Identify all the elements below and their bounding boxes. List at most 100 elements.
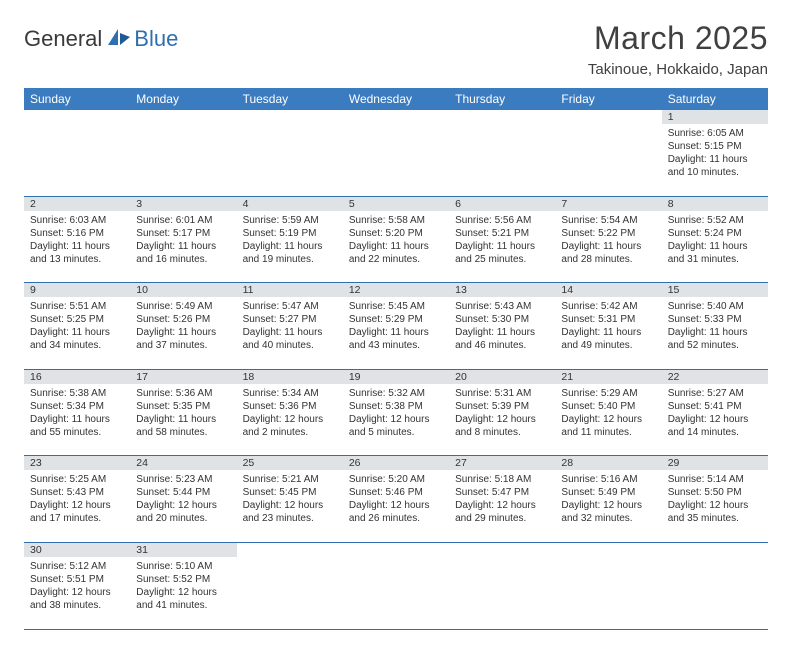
daylight-text: Daylight: 11 hours and 25 minutes.	[455, 240, 549, 266]
daylight-text: Daylight: 11 hours and 22 minutes.	[349, 240, 443, 266]
day-number-cell: 15	[662, 283, 768, 298]
weekday-header: Monday	[130, 88, 236, 110]
sunrise-text: Sunrise: 5:49 AM	[136, 300, 230, 313]
sunset-text: Sunset: 5:19 PM	[243, 227, 337, 240]
day-number-cell: 2	[24, 196, 130, 211]
day-number-cell	[237, 110, 343, 124]
day-data-cell: Sunrise: 5:54 AMSunset: 5:22 PMDaylight:…	[555, 211, 661, 283]
sunset-text: Sunset: 5:30 PM	[455, 313, 549, 326]
sunrise-text: Sunrise: 6:03 AM	[30, 214, 124, 227]
sunrise-text: Sunrise: 5:31 AM	[455, 387, 549, 400]
day-number-cell: 26	[343, 456, 449, 471]
day-data-cell	[449, 124, 555, 196]
sunset-text: Sunset: 5:40 PM	[561, 400, 655, 413]
daylight-text: Daylight: 11 hours and 19 minutes.	[243, 240, 337, 266]
sunrise-text: Sunrise: 5:54 AM	[561, 214, 655, 227]
day-data-row: Sunrise: 5:25 AMSunset: 5:43 PMDaylight:…	[24, 470, 768, 542]
day-data-cell: Sunrise: 5:36 AMSunset: 5:35 PMDaylight:…	[130, 384, 236, 456]
day-data-cell: Sunrise: 5:59 AMSunset: 5:19 PMDaylight:…	[237, 211, 343, 283]
weekday-header: Sunday	[24, 88, 130, 110]
sunrise-text: Sunrise: 5:47 AM	[243, 300, 337, 313]
day-number-cell: 30	[24, 542, 130, 557]
daylight-text: Daylight: 12 hours and 5 minutes.	[349, 413, 443, 439]
sunset-text: Sunset: 5:45 PM	[243, 486, 337, 499]
day-data-cell: Sunrise: 5:20 AMSunset: 5:46 PMDaylight:…	[343, 470, 449, 542]
sunrise-text: Sunrise: 5:52 AM	[668, 214, 762, 227]
daylight-text: Daylight: 12 hours and 32 minutes.	[561, 499, 655, 525]
sunset-text: Sunset: 5:33 PM	[668, 313, 762, 326]
day-number-cell: 23	[24, 456, 130, 471]
sunset-text: Sunset: 5:43 PM	[30, 486, 124, 499]
day-number-cell: 14	[555, 283, 661, 298]
daylight-text: Daylight: 11 hours and 16 minutes.	[136, 240, 230, 266]
day-data-cell: Sunrise: 5:16 AMSunset: 5:49 PMDaylight:…	[555, 470, 661, 542]
day-number-cell: 1	[662, 110, 768, 124]
sunrise-text: Sunrise: 5:16 AM	[561, 473, 655, 486]
month-title: March 2025	[588, 20, 768, 57]
day-number-cell	[662, 542, 768, 557]
sunrise-text: Sunrise: 5:58 AM	[349, 214, 443, 227]
day-number-cell: 31	[130, 542, 236, 557]
sunrise-text: Sunrise: 5:14 AM	[668, 473, 762, 486]
daylight-text: Daylight: 12 hours and 14 minutes.	[668, 413, 762, 439]
day-data-cell: Sunrise: 5:25 AMSunset: 5:43 PMDaylight:…	[24, 470, 130, 542]
sunset-text: Sunset: 5:44 PM	[136, 486, 230, 499]
sunset-text: Sunset: 5:41 PM	[668, 400, 762, 413]
daylight-text: Daylight: 12 hours and 23 minutes.	[243, 499, 337, 525]
sunrise-text: Sunrise: 5:40 AM	[668, 300, 762, 313]
sunrise-text: Sunrise: 5:51 AM	[30, 300, 124, 313]
weekday-header: Wednesday	[343, 88, 449, 110]
daylight-text: Daylight: 12 hours and 38 minutes.	[30, 586, 124, 612]
sunset-text: Sunset: 5:21 PM	[455, 227, 549, 240]
logo: General Blue	[24, 26, 178, 52]
day-number-cell	[24, 110, 130, 124]
day-number-cell	[555, 542, 661, 557]
sunset-text: Sunset: 5:35 PM	[136, 400, 230, 413]
day-number-cell: 10	[130, 283, 236, 298]
day-number-row: 9101112131415	[24, 283, 768, 298]
day-number-cell	[343, 542, 449, 557]
weekday-header-row: Sunday Monday Tuesday Wednesday Thursday…	[24, 88, 768, 110]
day-number-row: 16171819202122	[24, 369, 768, 384]
day-number-cell: 29	[662, 456, 768, 471]
day-data-cell: Sunrise: 5:21 AMSunset: 5:45 PMDaylight:…	[237, 470, 343, 542]
sunrise-text: Sunrise: 5:10 AM	[136, 560, 230, 573]
day-data-cell	[662, 557, 768, 629]
day-number-cell: 20	[449, 369, 555, 384]
day-data-cell	[24, 124, 130, 196]
bottom-rule	[24, 629, 768, 630]
day-data-cell: Sunrise: 5:49 AMSunset: 5:26 PMDaylight:…	[130, 297, 236, 369]
sunrise-text: Sunrise: 5:21 AM	[243, 473, 337, 486]
sunrise-text: Sunrise: 5:12 AM	[30, 560, 124, 573]
day-data-cell: Sunrise: 5:38 AMSunset: 5:34 PMDaylight:…	[24, 384, 130, 456]
day-data-cell: Sunrise: 5:27 AMSunset: 5:41 PMDaylight:…	[662, 384, 768, 456]
day-data-cell: Sunrise: 5:31 AMSunset: 5:39 PMDaylight:…	[449, 384, 555, 456]
day-data-cell: Sunrise: 5:18 AMSunset: 5:47 PMDaylight:…	[449, 470, 555, 542]
day-number-cell: 8	[662, 196, 768, 211]
sunset-text: Sunset: 5:22 PM	[561, 227, 655, 240]
daylight-text: Daylight: 12 hours and 26 minutes.	[349, 499, 443, 525]
day-data-cell: Sunrise: 5:42 AMSunset: 5:31 PMDaylight:…	[555, 297, 661, 369]
sunset-text: Sunset: 5:49 PM	[561, 486, 655, 499]
sunset-text: Sunset: 5:20 PM	[349, 227, 443, 240]
sunrise-text: Sunrise: 5:59 AM	[243, 214, 337, 227]
day-data-cell: Sunrise: 5:32 AMSunset: 5:38 PMDaylight:…	[343, 384, 449, 456]
day-number-row: 23242526272829	[24, 456, 768, 471]
day-data-row: Sunrise: 5:12 AMSunset: 5:51 PMDaylight:…	[24, 557, 768, 629]
sunrise-text: Sunrise: 5:42 AM	[561, 300, 655, 313]
day-number-cell: 11	[237, 283, 343, 298]
day-number-cell: 6	[449, 196, 555, 211]
daylight-text: Daylight: 11 hours and 37 minutes.	[136, 326, 230, 352]
day-data-cell: Sunrise: 6:05 AMSunset: 5:15 PMDaylight:…	[662, 124, 768, 196]
sunrise-text: Sunrise: 5:56 AM	[455, 214, 549, 227]
day-data-cell	[237, 124, 343, 196]
day-number-cell: 13	[449, 283, 555, 298]
calendar-body: 1Sunrise: 6:05 AMSunset: 5:15 PMDaylight…	[24, 110, 768, 629]
day-number-cell: 25	[237, 456, 343, 471]
sunset-text: Sunset: 5:15 PM	[668, 140, 762, 153]
daylight-text: Daylight: 12 hours and 35 minutes.	[668, 499, 762, 525]
sunset-text: Sunset: 5:38 PM	[349, 400, 443, 413]
weekday-header: Tuesday	[237, 88, 343, 110]
sunset-text: Sunset: 5:17 PM	[136, 227, 230, 240]
title-block: March 2025 Takinoue, Hokkaido, Japan	[588, 20, 768, 78]
